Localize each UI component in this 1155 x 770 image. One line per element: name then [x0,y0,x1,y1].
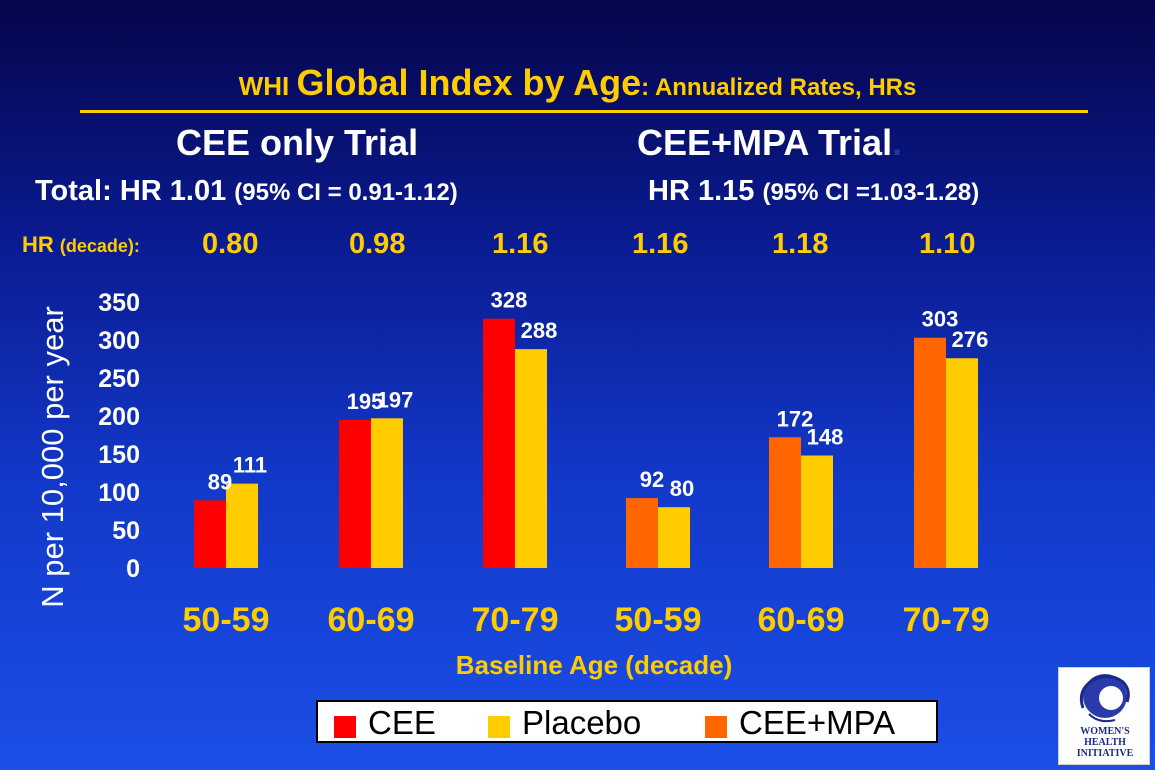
hr-decade-row: HR (decade): 0.80 0.98 1.16 1.16 1.18 1.… [22,228,1022,268]
hr-decade-label-small: (decade): [59,236,140,256]
y-tick-label: 250 [98,365,140,393]
data-label-treatment: 328 [491,288,528,313]
data-label-treatment: 303 [922,307,959,332]
x-tick-label: 70-79 [903,601,990,639]
legend-label-cee: CEE [368,704,436,741]
bar-placebo [658,507,690,568]
data-label-placebo: 111 [233,453,267,478]
hr-decade-value: 1.10 [919,228,976,260]
trial-cee-mpa-label: CEE+MPA Trial [637,122,893,163]
bar-treatment [194,500,226,568]
data-label-placebo: 288 [521,318,558,343]
total-hr-cee-mpa-value: HR 1.15 [648,175,763,207]
trial-cee-only: CEE only Trial [176,122,419,163]
y-tick-label: 300 [98,327,140,355]
logo-text-line: WOMEN'S [1080,726,1130,737]
data-label-placebo: 148 [807,425,844,450]
bar-placebo [371,418,403,568]
data-label-treatment: 92 [640,467,664,492]
y-tick-label: 200 [98,403,140,431]
logo-portrait-icon [1079,674,1130,723]
x-axis-title: Baseline Age (decade) [456,650,732,680]
data-label-placebo: 197 [377,387,414,412]
title-part-1: WHI [238,71,297,101]
data-label-treatment: 172 [777,406,814,431]
title-part-2: Global Index by Age [296,62,642,103]
x-tick-label: 60-69 [758,601,845,639]
y-tick-label: 100 [98,479,140,507]
y-tick-label: 0 [126,555,140,583]
y-tick-label: 350 [98,289,140,317]
logo-text-line: HEALTH [1084,737,1126,748]
legend-label-placebo: Placebo [522,704,642,741]
logo-text-line: INITIATIVE [1076,748,1134,759]
logo-text: WOMEN'S HEALTH INITIATIVE [1061,726,1149,759]
bar-treatment [339,419,371,568]
bar-treatment [769,437,801,568]
data-label-placebo: 80 [670,476,694,501]
bar-treatment [483,318,515,568]
bar-treatment [626,498,658,568]
total-hr-cee-mpa-ci: (95% CI =1.03-1.28) [762,179,980,206]
hr-decade-value: 0.98 [349,228,406,260]
whi-logo: WOMEN'S HEALTH INITIATIVE [1058,667,1150,765]
title-part-3: : Annualized Rates, HRs [641,74,917,101]
hr-decade-label: HR (decade): [22,232,140,258]
chart-legend: CEE Placebo CEE+MPA [316,700,938,743]
trial-cee-mpa: CEE+MPA Trial. [637,122,902,164]
legend-swatch-cee-mpa [705,716,727,738]
y-tick-label: 50 [112,517,140,545]
bar-placebo [801,455,833,568]
hr-decade-value: 0.80 [202,228,259,260]
data-label-placebo: 276 [952,327,989,352]
data-label-treatment: 89 [208,469,232,494]
x-tick-label: 70-79 [472,601,559,639]
bar-placebo [515,349,547,568]
hr-decade-value: 1.18 [772,228,829,260]
y-axis-title: N per 10,000 per year [35,306,70,608]
bar-placebo [226,483,258,568]
legend-swatch-placebo [488,716,510,738]
total-hr-cee: Total: HR 1.01 (95% CI = 0.91-1.12) [35,175,458,208]
legend-swatch-cee [334,716,356,738]
title-underline [80,110,1088,113]
total-hr-cee-value: Total: HR 1.01 [35,175,235,207]
bar-placebo [946,358,978,568]
trial-cee-mpa-dot: . [892,122,903,163]
y-tick-label: 150 [98,441,140,469]
total-hr-cee-ci: (95% CI = 0.91-1.12) [234,179,458,206]
bar-treatment [914,337,946,568]
data-label-treatment: 195 [347,389,384,414]
x-tick-label: 50-59 [615,601,702,639]
x-tick-label: 60-69 [328,601,415,639]
x-tick-label: 50-59 [183,601,270,639]
hr-decade-label-main: HR [22,232,60,257]
hr-decade-value: 1.16 [632,228,689,260]
total-hr-cee-mpa: HR 1.15 (95% CI =1.03-1.28) [648,175,979,208]
legend-label-cee-mpa: CEE+MPA [739,704,896,741]
hr-decade-value: 1.16 [492,228,549,260]
chart-title: WHI Global Index by Age: Annualized Rate… [0,62,1155,104]
